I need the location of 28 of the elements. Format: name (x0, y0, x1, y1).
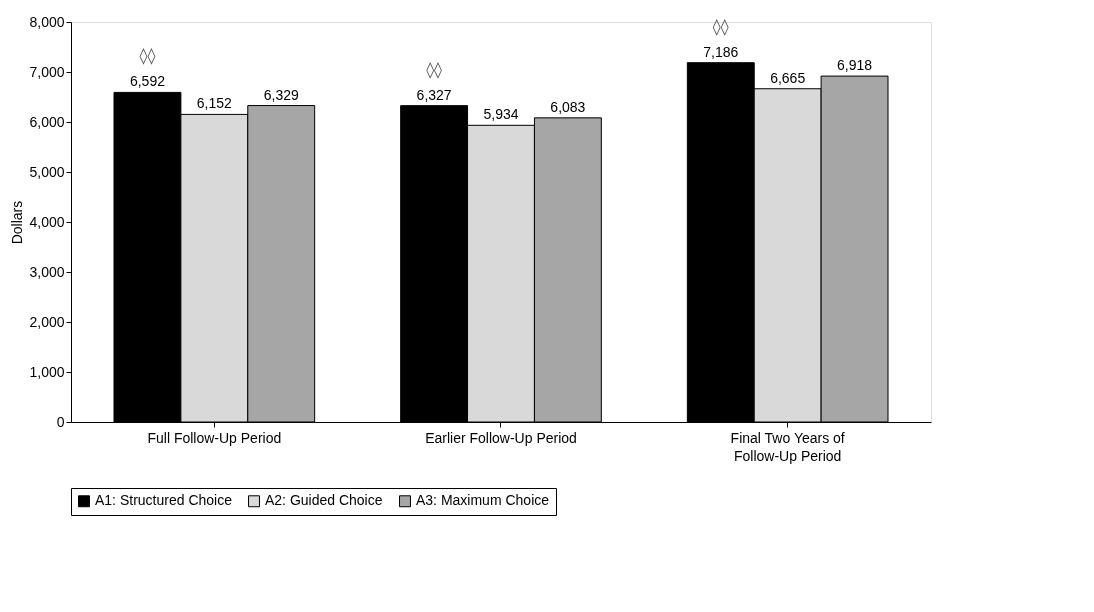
y-tick-label: 4,000 (29, 213, 65, 230)
y-tick-label: 0 (56, 413, 65, 430)
y-tick-label: 2,000 (29, 313, 65, 330)
legend-label: A2: Guided Choice (265, 492, 383, 509)
y-tick-label: 3,000 (29, 263, 65, 280)
legend-label: A1: Structured Choice (95, 492, 233, 509)
data-label: 6,592 (129, 73, 166, 90)
y-tick-label: 5,000 (29, 163, 65, 180)
x-tick-label: Earlier Follow-Up Period (425, 430, 577, 446)
legend-label: A3: Maximum Choice (416, 492, 550, 509)
data-label: 6,918 (837, 57, 873, 74)
data-label: 6,327 (416, 86, 452, 103)
y-tick-label: 8,000 (29, 13, 65, 30)
y-tick-label: 7,000 (29, 63, 65, 80)
data-label: 6,152 (196, 95, 233, 112)
annotation: ◊◊ (139, 46, 156, 66)
y-tick-label: 6,000 (29, 113, 65, 130)
data-label: 6,083 (550, 98, 586, 115)
data-label: 7,186 (703, 43, 739, 60)
y-axis-title: Dollars (9, 200, 26, 245)
annotation: ◊◊ (426, 59, 443, 79)
data-label: 6,329 (263, 86, 299, 103)
data-label: 5,934 (483, 106, 519, 123)
data-label: 6,665 (770, 69, 806, 86)
annotation: ◊◊ (712, 16, 729, 36)
x-tick-label: Final Two Years of Follow-Up Period (730, 430, 845, 464)
y-tick-label: 1,000 (29, 363, 65, 380)
x-tick-label: Full Follow-Up Period (147, 430, 282, 446)
